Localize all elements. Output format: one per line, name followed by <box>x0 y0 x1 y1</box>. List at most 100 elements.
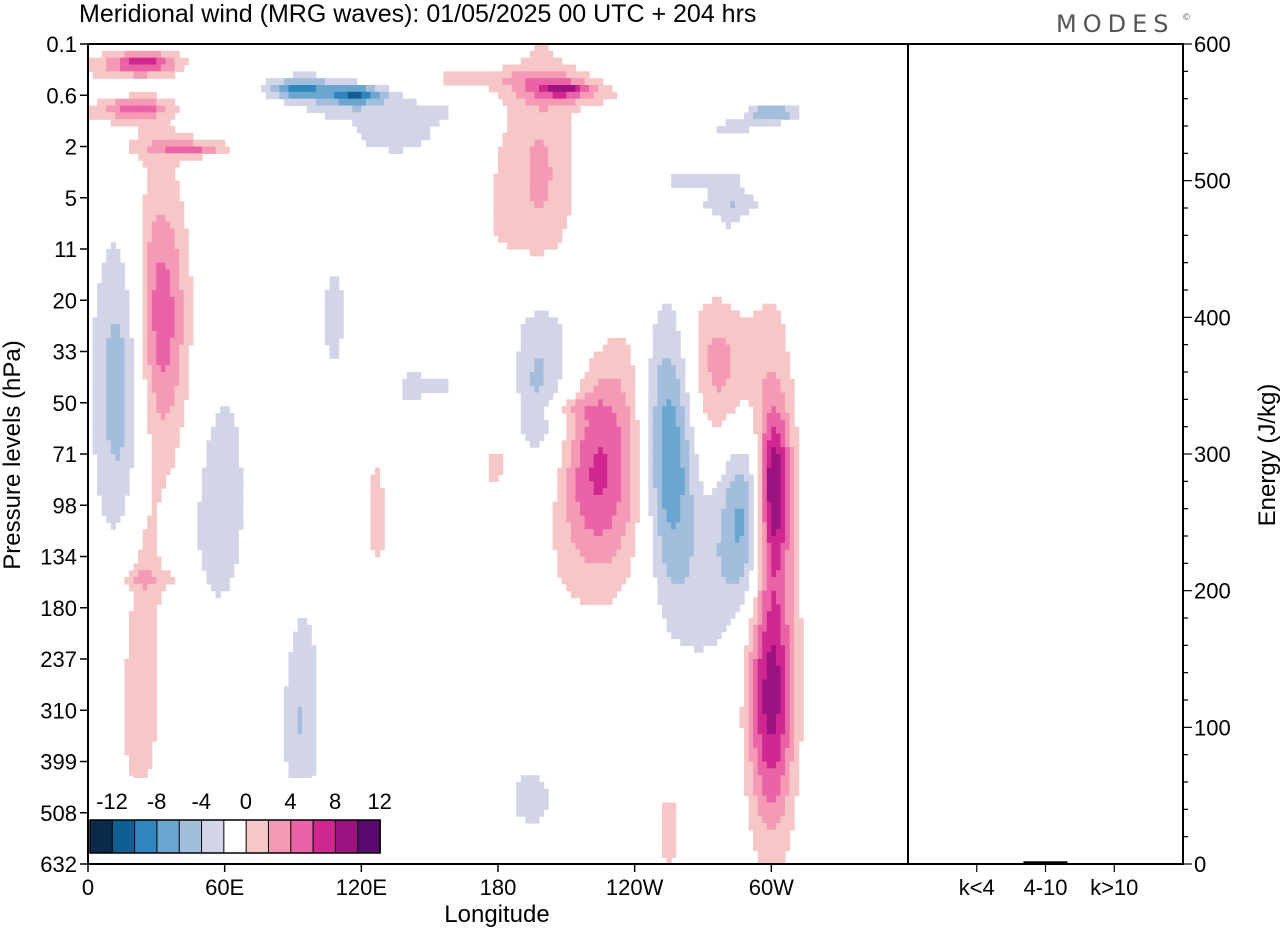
field-cell <box>794 775 800 783</box>
field-cell <box>689 583 695 592</box>
field-cell <box>630 474 636 482</box>
field-cell <box>229 488 235 496</box>
field-cell <box>119 501 126 510</box>
field-cell <box>174 214 180 223</box>
field-cell <box>616 563 622 571</box>
field-cell <box>151 454 157 462</box>
field-cell <box>233 481 239 489</box>
field-cell <box>557 235 563 243</box>
field-cell <box>611 419 618 428</box>
field-cell <box>283 693 290 701</box>
field-cell <box>493 214 499 223</box>
field-cell <box>703 549 709 558</box>
field-cell <box>539 221 545 230</box>
field-cell <box>744 337 750 346</box>
field-cell <box>657 577 663 585</box>
field-cell <box>794 495 800 503</box>
field-cell <box>525 78 531 86</box>
field-cell <box>748 734 754 742</box>
field-cell <box>101 372 107 380</box>
field-cell <box>534 440 540 448</box>
field-cell <box>92 406 98 414</box>
field-cell <box>561 474 567 482</box>
field-cell <box>147 283 153 291</box>
field-cell <box>151 645 157 653</box>
field-cell <box>416 372 422 380</box>
field-cell <box>124 481 130 489</box>
field-cell <box>129 454 135 462</box>
field-cell <box>434 378 440 387</box>
field-cell <box>92 392 98 400</box>
field-cell <box>525 413 531 421</box>
field-cell <box>302 761 308 769</box>
field-cell <box>511 71 517 79</box>
field-cell <box>757 645 763 653</box>
field-cell <box>707 201 713 209</box>
field-cell <box>493 187 499 195</box>
field-cell <box>265 78 271 86</box>
field-cell <box>92 64 98 72</box>
field-cell <box>748 652 754 660</box>
field-cell <box>689 570 695 578</box>
field-cell <box>147 536 153 544</box>
field-cell <box>133 604 139 612</box>
field-cell <box>165 358 171 366</box>
field-cell <box>712 549 718 558</box>
field-cell <box>129 433 135 441</box>
field-cell <box>315 98 321 107</box>
field-cell <box>712 529 718 537</box>
field-cell <box>598 556 604 564</box>
field-cell <box>119 337 126 346</box>
field-cell <box>507 235 513 243</box>
field-cell <box>516 119 522 127</box>
field-cell <box>703 501 709 510</box>
field-cell <box>151 358 157 366</box>
field-cell <box>757 549 763 558</box>
field-cell <box>757 638 763 646</box>
field-cell <box>757 317 763 325</box>
field-cell <box>775 802 782 810</box>
field-cell <box>343 85 349 93</box>
field-cell <box>666 823 672 831</box>
field-cell <box>757 515 763 523</box>
field-cell <box>766 344 772 353</box>
field-cell <box>561 187 567 195</box>
field-cell <box>147 351 153 359</box>
field-cell <box>539 91 545 100</box>
field-cell <box>147 590 153 599</box>
field-cell <box>115 331 121 339</box>
field-cell <box>662 590 668 599</box>
field-cell <box>375 495 381 503</box>
field-cell <box>334 276 340 284</box>
field-cell <box>160 221 167 230</box>
field-cell <box>110 467 116 476</box>
field-cell <box>589 406 595 414</box>
field-cell <box>384 112 390 120</box>
field-cell <box>215 426 221 435</box>
field-cell <box>671 317 677 325</box>
field-cell <box>748 638 754 646</box>
field-cell <box>725 549 731 558</box>
field-cell <box>757 597 763 605</box>
field-cell <box>566 460 572 469</box>
field-cell <box>762 426 768 435</box>
field-cell <box>621 351 627 359</box>
field-cell <box>124 460 130 469</box>
field-cell <box>734 331 741 339</box>
field-cell <box>698 536 704 544</box>
field-cell <box>684 638 690 646</box>
field-cell <box>780 665 786 674</box>
field-cell <box>753 413 759 421</box>
field-cell <box>516 78 522 86</box>
field-cell <box>775 829 782 838</box>
field-cell <box>561 173 567 182</box>
field-cell <box>725 365 731 373</box>
field-cell <box>147 180 153 189</box>
field-cell <box>611 454 618 462</box>
field-cell <box>165 180 171 189</box>
field-cell <box>703 570 709 578</box>
field-cell <box>693 501 700 510</box>
field-cell <box>725 488 731 496</box>
field-cell <box>721 331 727 339</box>
field-cell <box>652 399 659 407</box>
